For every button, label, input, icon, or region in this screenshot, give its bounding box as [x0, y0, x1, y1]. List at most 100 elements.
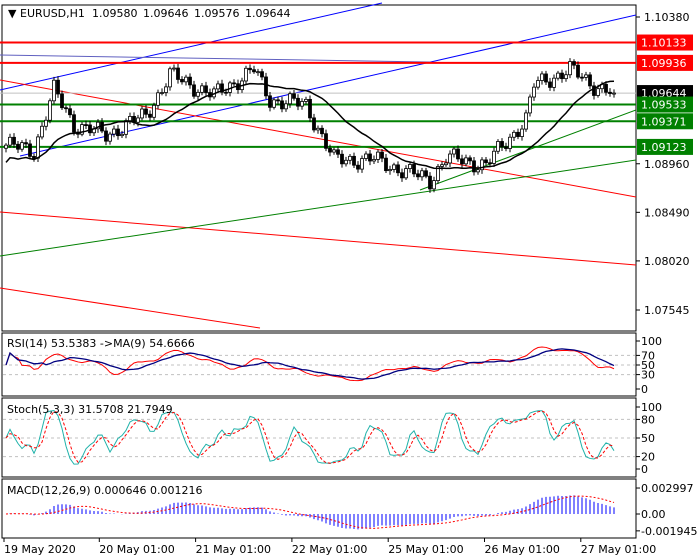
candle-body	[176, 67, 180, 80]
rsi-ma-line	[5, 348, 615, 380]
time-tick-label: 25 May 01:00	[388, 543, 463, 556]
candle-body	[468, 157, 472, 162]
candle-body	[144, 108, 148, 115]
candle-body	[108, 133, 112, 142]
candle-body	[264, 76, 268, 97]
candle-body	[168, 68, 172, 88]
header-open: 1.09580	[92, 7, 138, 20]
candle-body	[428, 175, 432, 190]
time-tick-label: 19 May 2020	[4, 543, 76, 556]
stoch-label: Stoch(5,3,3) 31.5708 21.7949	[7, 403, 173, 416]
candle-body	[532, 86, 536, 98]
candle-body	[312, 117, 316, 131]
trend-lines[interactable]	[0, 2, 637, 329]
red-trend-line-2[interactable]	[0, 211, 637, 266]
candle-body	[280, 100, 284, 110]
candle-body	[12, 136, 16, 145]
candle-body	[272, 99, 276, 108]
green-trend-line-1[interactable]	[0, 159, 637, 257]
channel-line-upper[interactable]	[0, 2, 383, 91]
candle-body	[104, 130, 108, 142]
rsi-tick-label: 0	[641, 383, 648, 396]
candle-body	[448, 153, 452, 164]
candle-body	[376, 151, 380, 160]
level-label: 1.09533	[641, 99, 687, 112]
candle-body	[316, 127, 320, 131]
header-close: 1.09644	[245, 7, 291, 20]
candle-body	[128, 116, 132, 122]
candle-body	[308, 98, 312, 119]
stoch-signal-line	[5, 410, 615, 464]
stoch-tick-label: 100	[641, 401, 662, 414]
candle-body	[452, 148, 456, 155]
header-high: 1.09646	[143, 7, 189, 20]
candle-body	[24, 142, 28, 145]
candle-body	[360, 158, 364, 170]
price-tick-label: 1.07545	[644, 304, 690, 317]
candle-body	[388, 169, 392, 172]
rsi-tick-label: 30	[641, 369, 655, 382]
candle-body	[456, 148, 460, 160]
candle-body	[32, 155, 36, 159]
candle-body	[404, 168, 408, 179]
candle-body	[56, 79, 60, 95]
thin-line[interactable]	[0, 54, 431, 63]
candle-body	[384, 157, 388, 172]
price-tick-label: 1.08020	[644, 255, 690, 268]
candle-body	[328, 147, 332, 153]
candle-body	[444, 162, 448, 166]
red-trend-line-1[interactable]	[0, 79, 637, 198]
red-trend-line-3[interactable]	[0, 287, 261, 329]
candle-body	[156, 92, 160, 106]
candle-body	[364, 153, 368, 159]
candle-body	[164, 86, 168, 93]
symbol-dropdown-arrow[interactable]: ▼	[8, 7, 17, 20]
candle-body	[572, 61, 576, 66]
candle-body	[64, 107, 68, 110]
candle-body	[256, 71, 260, 74]
level-label-bg	[637, 34, 693, 51]
candle-body	[148, 113, 152, 118]
candle-body	[292, 93, 296, 99]
candle-body	[296, 97, 300, 107]
candle-body	[36, 136, 40, 159]
candle-body	[512, 131, 516, 138]
candle-body	[556, 72, 560, 79]
candle-body	[552, 77, 556, 88]
level-label-bg	[637, 113, 693, 130]
candle-body	[564, 74, 568, 80]
candle-body	[612, 92, 616, 95]
candle-body	[516, 131, 520, 137]
candle-body	[408, 164, 412, 169]
macd-tick-label: -0.001945	[641, 525, 697, 538]
macd-panel-frame	[1, 478, 637, 539]
candle-body	[116, 128, 120, 137]
macd-tick-label: 0.002997	[641, 482, 694, 495]
candle-body	[504, 146, 508, 149]
stoch-tick-label: 50	[641, 432, 655, 445]
main-panel-frame	[1, 4, 637, 332]
candle-body	[596, 88, 600, 96]
macd-label: MACD(12,26,9) 0.000646 0.001216	[7, 484, 203, 497]
candle-body	[276, 99, 280, 102]
candle-body	[464, 157, 468, 165]
horizontal-levels[interactable]	[0, 41, 636, 148]
candle-body	[196, 91, 200, 97]
candle-body	[332, 149, 336, 153]
candle-body	[476, 169, 480, 173]
moving-average	[5, 80, 615, 170]
candle-body	[524, 112, 528, 130]
candle-body	[180, 79, 184, 83]
candle-body	[356, 164, 360, 170]
candle-body	[288, 93, 292, 105]
candle-body	[416, 173, 420, 178]
candle-body	[60, 93, 64, 109]
macd-signal-line	[5, 495, 615, 529]
candle-body	[432, 180, 436, 190]
stoch-tick-label: 80	[641, 413, 655, 426]
candle-body	[396, 164, 400, 174]
channel-line-lower[interactable]	[19, 14, 637, 157]
candle-body	[80, 124, 84, 135]
